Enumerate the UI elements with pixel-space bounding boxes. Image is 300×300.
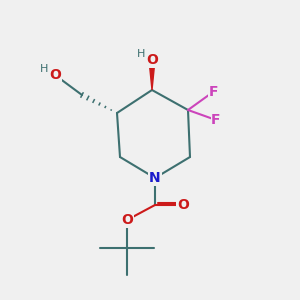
Text: O: O xyxy=(49,68,61,82)
Text: O: O xyxy=(121,213,133,227)
Text: H: H xyxy=(40,64,48,74)
Polygon shape xyxy=(149,60,155,90)
Text: H: H xyxy=(137,49,145,59)
Text: F: F xyxy=(208,85,218,99)
Text: F: F xyxy=(211,113,221,127)
Text: N: N xyxy=(149,171,161,185)
Text: O: O xyxy=(177,198,189,212)
Text: O: O xyxy=(146,53,158,67)
